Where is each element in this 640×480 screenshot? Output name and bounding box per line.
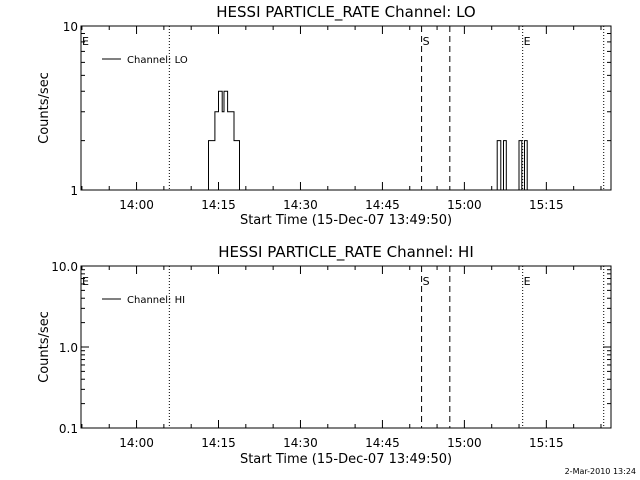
plot-frame [80,25,612,191]
y-tick-label: 0.1 [59,422,78,436]
x-tick-label: 15:00 [447,198,482,212]
panel-hi: HESSI PARTICLE_RATE Channel: HI 14:00 14:1… [37,243,612,467]
event-marker-label: S [423,35,430,48]
event-marker-label: E [524,35,531,48]
x-tick-label: 14:00 [119,198,154,212]
x-tick-label: 14:15 [201,436,236,450]
x-tick-label: 14:45 [365,198,400,212]
x-axis-label: Start Time (15-Dec-07 13:49:50) [240,213,452,228]
y-tick-label: 10.0 [51,260,78,274]
x-tick-label: 14:15 [201,198,236,212]
event-marker-label: S [423,275,430,288]
x-tick-label: 15:00 [447,436,482,450]
x-tick-label: 14:00 [119,436,154,450]
x-axis-label: Start Time (15-Dec-07 13:49:50) [240,452,452,467]
x-tick-label: 14:30 [283,198,318,212]
panel-lo: HESSI PARTICLE_RATE Channel: LO 14:00 14:1… [37,3,612,228]
y-tick-label: 1 [70,184,78,198]
x-tick-label: 15:15 [529,436,564,450]
timestamp: 2-Mar-2010 13:24 [565,467,636,476]
chart-title: HESSI PARTICLE_RATE Channel: LO [216,3,475,22]
x-tick-label: 15:15 [529,198,564,212]
plot-frame [80,265,612,429]
event-marker-label: E [82,35,89,48]
legend-label: Channel: LO [127,55,188,66]
series-line [81,90,611,191]
legend-label: Channel: HI [127,295,185,306]
y-axis-label: Counts/sec [37,311,52,383]
x-tick-label: 14:30 [283,436,318,450]
y-tick-label: 10 [63,20,78,34]
event-marker-label: E [524,275,531,288]
y-axis-label: Counts/sec [37,72,52,144]
chart-title: HESSI PARTICLE_RATE Channel: HI [218,243,474,262]
y-tick-label: 1.0 [59,341,78,355]
event-marker-label: E [82,275,89,288]
x-tick-label: 14:45 [365,436,400,450]
